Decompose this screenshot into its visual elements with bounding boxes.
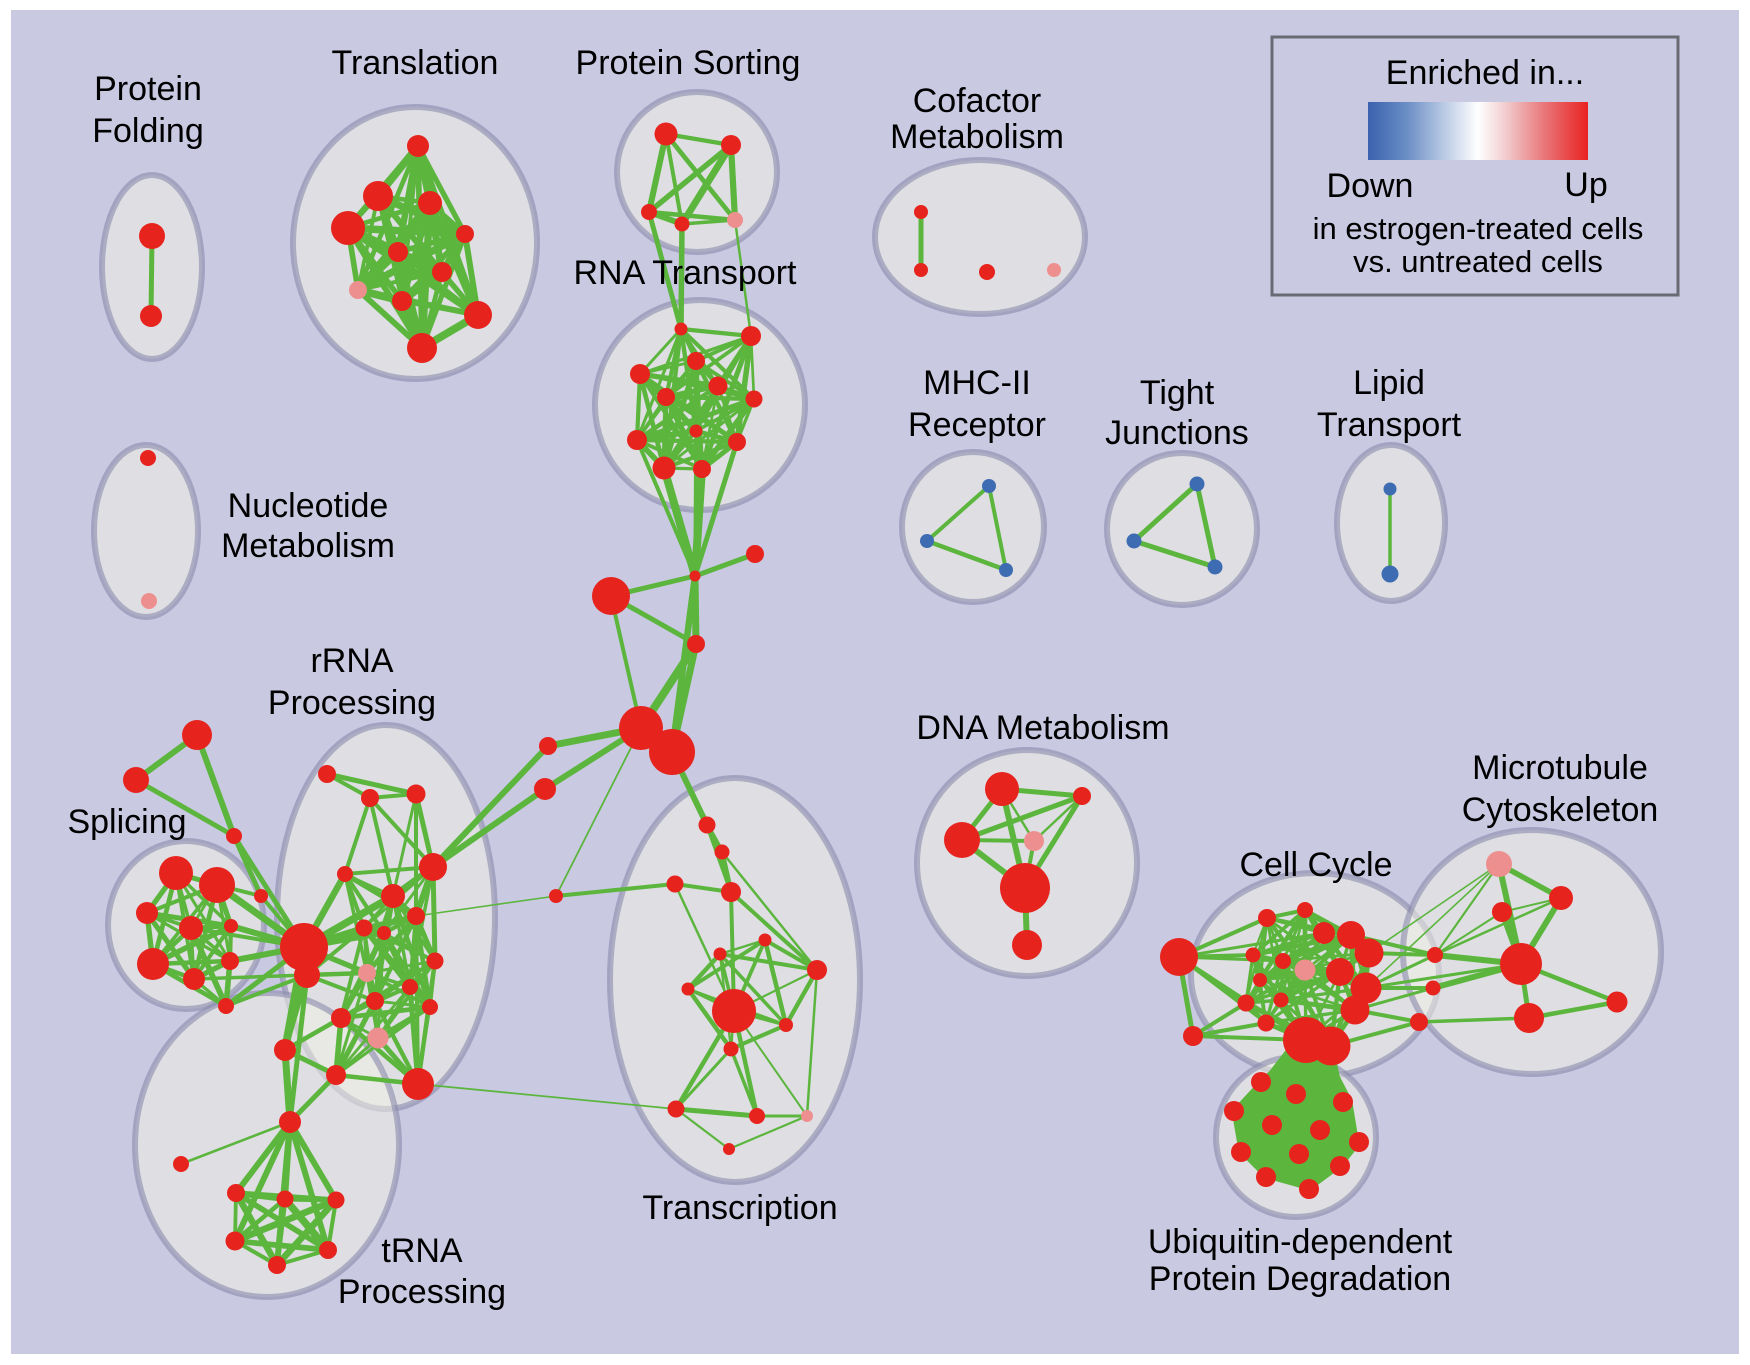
svg-text:Processing: Processing [268,684,436,722]
svg-text:Cytoskeleton: Cytoskeleton [1462,791,1659,829]
svg-text:Folding: Folding [92,112,204,150]
svg-text:DNA Metabolism: DNA Metabolism [916,709,1169,747]
svg-text:Enriched in...: Enriched in... [1386,54,1584,92]
svg-text:Transcription: Transcription [642,1189,837,1227]
svg-text:Metabolism: Metabolism [221,527,395,565]
svg-text:Nucleotide: Nucleotide [228,487,389,525]
svg-text:vs. untreated cells: vs. untreated cells [1353,244,1603,279]
svg-text:Receptor: Receptor [908,406,1046,444]
svg-text:Translation: Translation [332,44,499,82]
svg-text:Ubiquitin-dependent: Ubiquitin-dependent [1148,1223,1453,1261]
svg-text:Tight: Tight [1140,374,1215,412]
svg-text:Metabolism: Metabolism [890,118,1064,156]
svg-text:Lipid: Lipid [1353,364,1425,402]
svg-text:tRNA: tRNA [381,1232,463,1270]
svg-text:Transport: Transport [1317,406,1462,444]
svg-text:RNA Transport: RNA Transport [574,254,798,292]
svg-text:Protein: Protein [94,70,202,108]
svg-text:Microtubule: Microtubule [1472,749,1648,787]
svg-text:Protein Degradation: Protein Degradation [1149,1260,1451,1298]
svg-text:rRNA: rRNA [310,642,393,680]
svg-text:in estrogen-treated cells: in estrogen-treated cells [1313,211,1644,246]
svg-text:Protein Sorting: Protein Sorting [576,44,801,82]
svg-text:Junctions: Junctions [1105,414,1249,452]
svg-text:Cofactor: Cofactor [913,82,1042,120]
svg-text:Splicing: Splicing [67,803,186,841]
svg-text:Down: Down [1327,167,1414,205]
svg-text:Cell Cycle: Cell Cycle [1239,846,1392,884]
svg-text:Processing: Processing [338,1273,506,1311]
svg-text:Up: Up [1564,166,1607,204]
svg-text:MHC-II: MHC-II [923,364,1031,402]
